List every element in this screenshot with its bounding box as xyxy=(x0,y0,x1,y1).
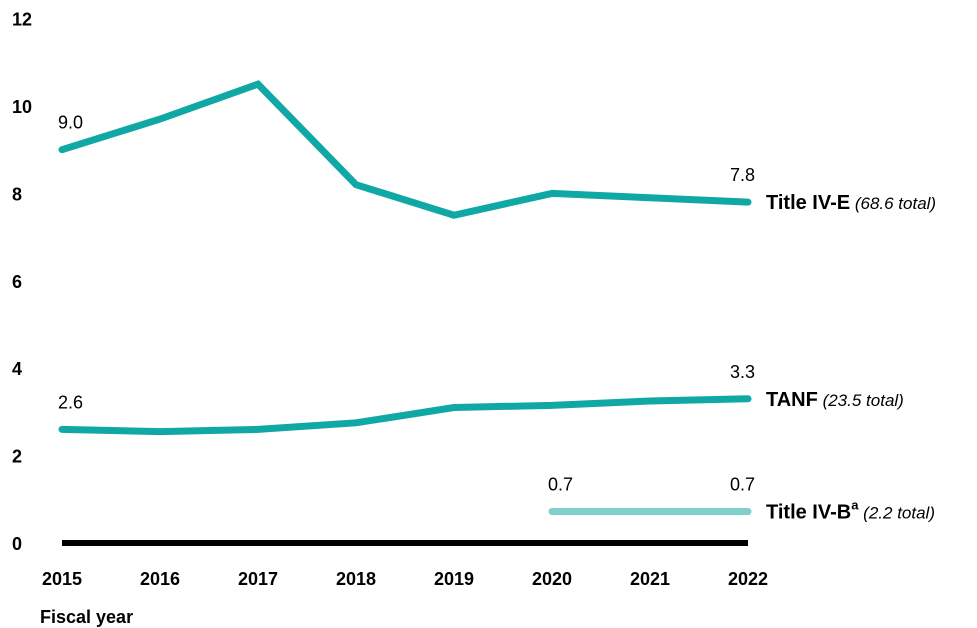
y-tick-label: 6 xyxy=(12,272,22,292)
data-label: 3.3 xyxy=(730,362,755,382)
x-tick-label: 2020 xyxy=(532,569,572,589)
y-tick-label: 8 xyxy=(12,184,22,204)
y-axis-ticks: 0 2 4 6 8 10 12 xyxy=(12,10,32,554)
series-line-tanf xyxy=(58,395,752,436)
series-lines xyxy=(58,80,752,516)
series-line-title_ive xyxy=(58,80,752,219)
series-label-title_ivb: Title IV-Ba (2.2 total) xyxy=(766,498,935,524)
series-label-title_ive: Title IV-E (68.6 total) xyxy=(766,192,936,214)
data-label: 9.0 xyxy=(58,113,83,133)
y-tick-label: 0 xyxy=(12,534,22,554)
data-label: 2.6 xyxy=(58,392,83,412)
x-tick-label: 2022 xyxy=(728,569,768,589)
x-tick-label: 2019 xyxy=(434,569,474,589)
x-tick-label: 2018 xyxy=(336,569,376,589)
x-axis-ticks: 2015 2016 2017 2018 2019 2020 2021 2022 xyxy=(42,569,768,589)
x-tick-label: 2015 xyxy=(42,569,82,589)
data-labels: 9.0 7.8 2.6 3.3 0.7 0.7 xyxy=(58,113,755,495)
x-tick-label: 2017 xyxy=(238,569,278,589)
series-label-tanf: TANF (23.5 total) xyxy=(766,389,904,411)
y-tick-label: 2 xyxy=(12,447,22,467)
x-tick-label: 2021 xyxy=(630,569,670,589)
x-tick-label: 2016 xyxy=(140,569,180,589)
data-label: 0.7 xyxy=(548,475,573,495)
y-tick-label: 10 xyxy=(12,97,32,117)
y-tick-label: 12 xyxy=(12,10,32,30)
data-label: 7.8 xyxy=(730,165,755,185)
x-axis-title: Fiscal year xyxy=(40,607,133,627)
data-label: 0.7 xyxy=(730,475,755,495)
y-tick-label: 4 xyxy=(12,359,22,379)
series-end-labels: Title IV-E (68.6 total) TANF (23.5 total)… xyxy=(766,192,936,523)
